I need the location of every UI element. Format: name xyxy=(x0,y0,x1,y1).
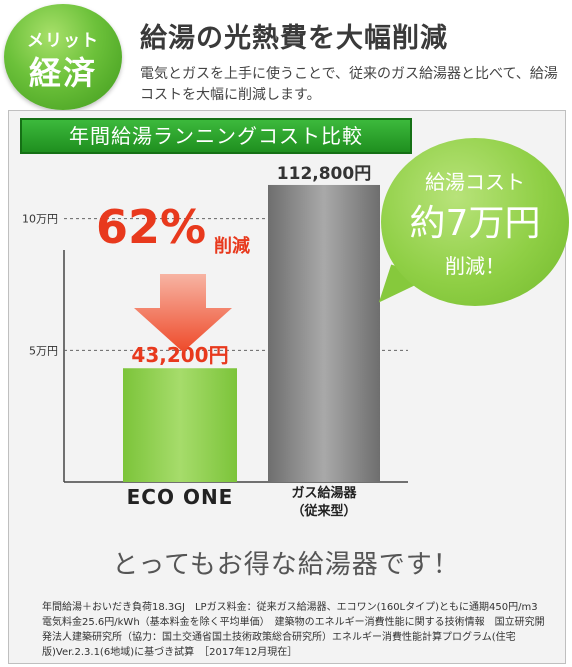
category-label-ecoone: ECO ONE xyxy=(127,485,234,509)
page-title: 給湯の光熱費を大幅削減 xyxy=(140,23,448,54)
bar-ecoone xyxy=(123,368,237,482)
reduction-percent: 62% xyxy=(96,200,206,254)
bubble-line-1: 給湯コスト xyxy=(425,170,525,194)
bar-value-label: 112,800円 xyxy=(277,164,371,184)
category-label-gas: ガス給湯器 xyxy=(291,485,357,501)
category-sublabel-gas: （従来型） xyxy=(291,503,356,519)
merit-badge: メリット 経済 xyxy=(4,4,122,110)
y-tick-label: 10万円 xyxy=(22,213,58,226)
badge-label-big: 経済 xyxy=(28,54,97,92)
chart-title: 年間給湯ランニングコスト比較 xyxy=(20,118,412,154)
savings-speech-bubble: 給湯コスト 約7万円 削減！ xyxy=(381,138,569,306)
bubble-line-2: 約7万円 xyxy=(409,203,541,244)
y-tick-label: 5万円 xyxy=(29,344,58,357)
bar-gas-heater xyxy=(268,184,380,482)
tagline: とってもお得な給湯器です！ xyxy=(112,550,460,580)
reduction-label: 削減 xyxy=(214,235,250,257)
bubble-line-3: 削減！ xyxy=(445,254,505,278)
page-subtitle: 電気とガスを上手に使うことで、従来のガス給湯器と比べて、給湯コストを大幅に削減し… xyxy=(140,66,558,103)
down-arrow-icon xyxy=(134,274,232,352)
badge-label-small: メリット xyxy=(27,31,99,51)
footnote: 年間給湯＋おいだき負荷18.3GJ LPガス料金：従来ガス給湯器、エコワン(16… xyxy=(42,602,548,658)
